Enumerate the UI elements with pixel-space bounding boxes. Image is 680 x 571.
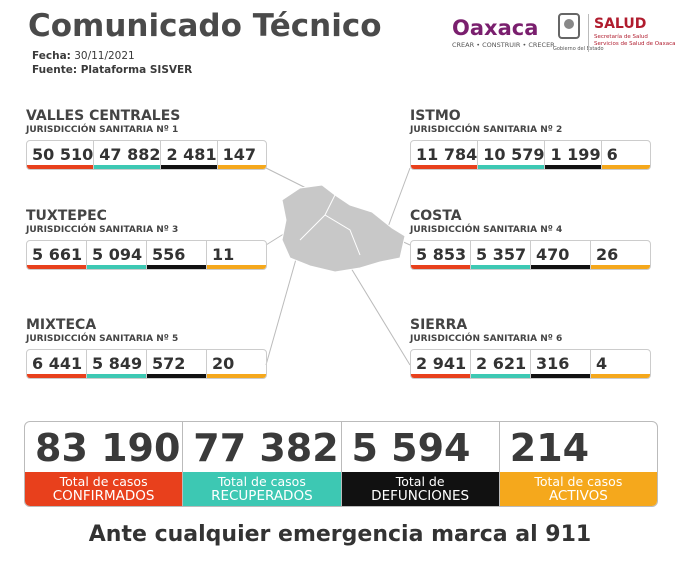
value-cell: 572 — [147, 350, 207, 378]
value-cell: 6 — [601, 141, 650, 169]
region-name: MIXTECA — [26, 317, 97, 333]
total-value: 5 594 — [351, 426, 471, 470]
government: Gobierno del Estado — [553, 46, 604, 52]
total-cell: 77 382 Total de casos RECUPERADOS — [183, 422, 342, 506]
value-cell: 1 199 — [545, 141, 602, 169]
date-line: Fecha: 30/11/2021 — [32, 50, 135, 62]
region-name: ISTMO — [410, 108, 461, 124]
total-cell: 83 190 Total de casos CONFIRMADOS — [25, 422, 184, 506]
source: Plataforma SISVER — [80, 64, 193, 76]
salud-logo: SALUD — [594, 16, 647, 32]
value-cell: 147 — [217, 141, 266, 169]
jurisdiction: JURISDICCIÓN SANITARIA Nº 6 — [410, 334, 563, 344]
value-cell: 5 094 — [87, 241, 147, 269]
jurisdiction: JURISDICCIÓN SANITARIA Nº 1 — [26, 125, 179, 135]
oaxaca-logo: Oaxaca — [452, 16, 539, 40]
value-cell: 470 — [531, 241, 591, 269]
date-label: Fecha: — [32, 50, 71, 62]
region-name: TUXTEPEC — [26, 208, 107, 224]
value-cell: 26 — [591, 241, 650, 269]
totals: 83 190 Total de casos CONFIRMADOS 77 382 Tot… — [24, 421, 658, 507]
total-value: 83 190 — [35, 426, 181, 470]
jurisdiction: JURISDICCIÓN SANITARIA Nº 5 — [26, 334, 179, 344]
footer: Ante cualquier emergencia marca al 911 — [88, 522, 592, 547]
region-values: 11 784 10 579 1 199 6 — [410, 140, 651, 170]
total-label-line: Total de casos — [217, 474, 306, 489]
region-values: 2 941 2 621 316 4 — [410, 349, 651, 379]
date: 30/11/2021 — [74, 50, 135, 62]
total-label-line: Total de — [395, 474, 445, 489]
region-name: SIERRA — [410, 317, 468, 333]
jurisdiction: JURISDICCIÓN SANITARIA Nº 3 — [26, 225, 179, 235]
total-cell: 5 594 Total de DEFUNCIONES — [341, 422, 500, 506]
value-cell: 4 — [591, 350, 650, 378]
region-values: 5 853 5 357 470 26 — [410, 240, 651, 270]
total-value: 214 — [509, 426, 590, 470]
divider — [588, 14, 589, 52]
value-cell: 11 — [207, 241, 266, 269]
jurisdiction: JURISDICCIÓN SANITARIA Nº 4 — [410, 225, 563, 235]
value-cell: 11 784 — [411, 141, 479, 169]
region-name: COSTA — [410, 208, 462, 224]
value-cell: 10 579 — [478, 141, 546, 169]
total-label: Total de DEFUNCIONES — [341, 472, 499, 506]
total-label-line: Total de casos — [534, 474, 623, 489]
value-cell: 50 510 — [27, 141, 95, 169]
region-values: 6 441 5 849 572 20 — [26, 349, 267, 379]
value-cell: 5 853 — [411, 241, 471, 269]
salud-sub: Servicios de Salud de Oaxaca — [594, 41, 676, 47]
value-cell: 20 — [207, 350, 266, 378]
region-values: 50 510 47 882 2 481 147 — [26, 140, 267, 170]
map — [265, 167, 411, 366]
value-cell: 47 882 — [94, 141, 162, 169]
value-cell: 2 481 — [161, 141, 218, 169]
source-line: Fuente: Plataforma SISVER — [32, 64, 192, 76]
value-cell: 2 621 — [471, 350, 531, 378]
total-label-line: Total de casos — [59, 474, 148, 489]
oaxaca-motto: CREAR • CONSTRUIR • CRECER — [452, 41, 555, 49]
value-cell: 6 441 — [27, 350, 87, 378]
jurisdiction: JURISDICCIÓN SANITARIA Nº 2 — [410, 125, 563, 135]
total-label: Total de casos CONFIRMADOS — [25, 472, 183, 506]
source-label: Fuente: — [32, 64, 78, 76]
salud-sub: Secretaría de Salud — [594, 34, 648, 40]
value-cell: 5 849 — [87, 350, 147, 378]
total-label-line: DEFUNCIONES — [371, 488, 470, 504]
value-cell: 316 — [531, 350, 591, 378]
total-label-line: RECUPERADOS — [211, 488, 313, 504]
value-cell: 556 — [147, 241, 207, 269]
region-values: 5 661 5 094 556 11 — [26, 240, 267, 270]
total-cell: 214 Total de casos ACTIVOS — [499, 422, 657, 506]
total-label: Total de casos ACTIVOS — [499, 472, 657, 506]
value-cell: 5 661 — [27, 241, 87, 269]
total-label-line: CONFIRMADOS — [52, 488, 155, 504]
value-cell: 2 941 — [411, 350, 471, 378]
value-cell: 5 357 — [471, 241, 531, 269]
total-label: Total de casos RECUPERADOS — [183, 472, 341, 506]
total-label-line: ACTIVOS — [548, 488, 608, 504]
region-name: VALLES CENTRALES — [26, 108, 181, 124]
total-value: 77 382 — [193, 426, 339, 470]
coat-of-arms — [558, 13, 580, 39]
title: Comunicado Técnico — [28, 8, 382, 44]
